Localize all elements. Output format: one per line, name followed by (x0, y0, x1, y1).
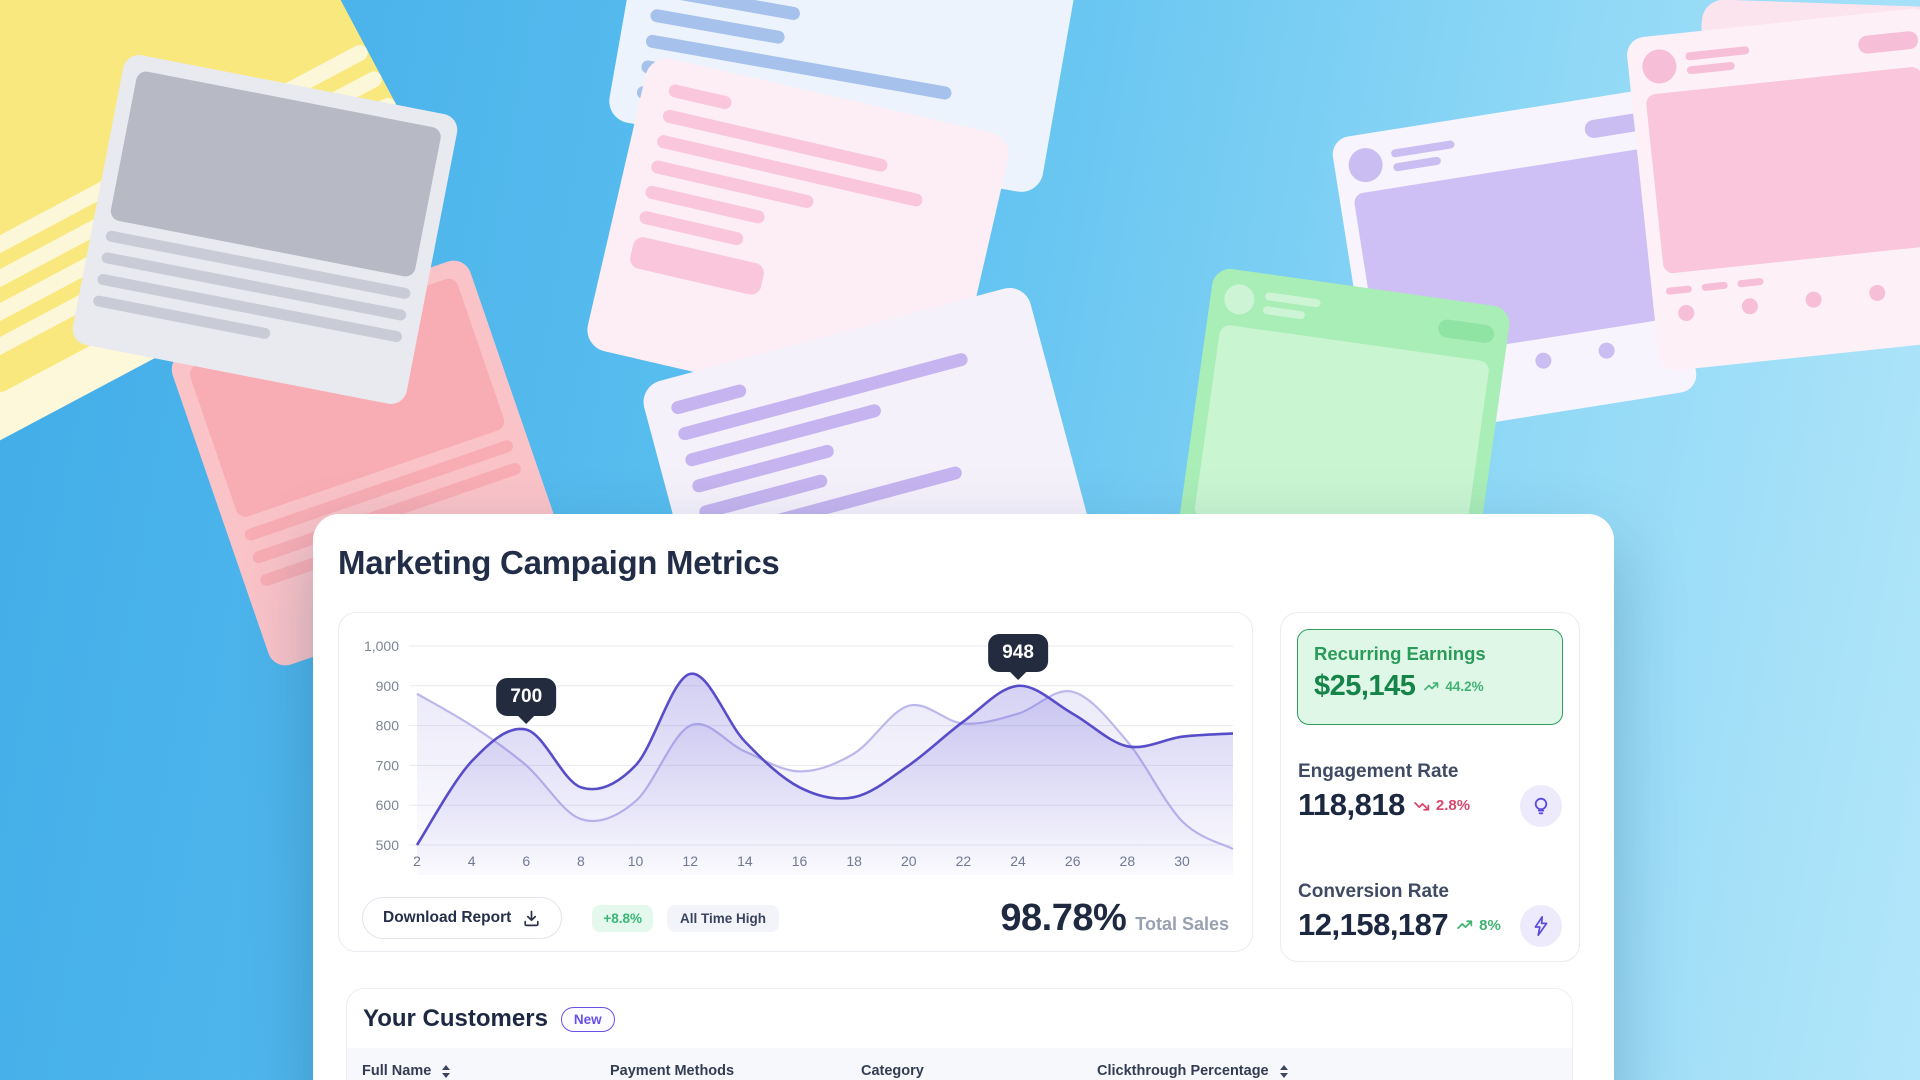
recurring-earnings-delta: 44.2% (1424, 679, 1484, 694)
conversion-rate-delta: 8% (1457, 917, 1501, 934)
column-header-clickthrough-percentage[interactable]: Clickthrough Percentage (1097, 1048, 1288, 1080)
column-header-payment-methods: Payment Methods (610, 1063, 735, 1079)
total-sales-label: Total Sales (1135, 913, 1229, 934)
engagement-rate-delta: 2.8% (1414, 797, 1470, 814)
y-axis-label: 600 (376, 797, 400, 813)
lightning-icon (1520, 905, 1562, 947)
conversion-rate-value: 12,158,187 (1298, 907, 1449, 942)
change-badge: +8.8% (592, 904, 653, 932)
y-axis-label: 800 (376, 718, 400, 734)
customers-table-header: Full Name Payment Methods Category Clickthr… (347, 1048, 1572, 1080)
engagement-rate-label: Engagement Rate (1298, 761, 1459, 782)
recurring-earnings-label: Recurring Earnings (1314, 643, 1486, 664)
stats-panel: Recurring Earnings $25,145 44.2% Engagem… (1280, 612, 1580, 962)
engagement-rate-value: 118,818 (1298, 787, 1405, 822)
recurring-earnings-value: $25,145 (1314, 670, 1416, 702)
page-title: Marketing Campaign Metrics (338, 544, 780, 581)
conversion-rate-label: Conversion Rate (1298, 881, 1449, 902)
chart-canvas: 1,00090080070060050024681012141618202224… (364, 638, 1234, 875)
chart-card: 1,00090080070060050024681012141618202224… (338, 612, 1253, 952)
chart-area-primary (417, 673, 1233, 875)
customers-card: Your Customers New Full Name Payment Meth… (346, 988, 1573, 1080)
trend-up-icon (1424, 681, 1439, 690)
y-axis-label: 700 (376, 757, 400, 773)
sort-icon[interactable] (1279, 1064, 1288, 1078)
customers-title: Your Customers (363, 1005, 548, 1032)
trend-up-icon (1457, 919, 1473, 929)
new-badge: New (560, 1006, 615, 1032)
all-time-high-note: All Time High (666, 904, 779, 932)
y-axis-label: 900 (376, 678, 400, 694)
download-report-label: Download Report (383, 909, 512, 926)
download-report-button[interactable]: Download Report (362, 897, 563, 939)
download-icon (524, 910, 539, 926)
trend-down-icon (1414, 801, 1430, 811)
y-axis-label: 500 (376, 837, 400, 853)
total-sales-value: 98.78% (1000, 896, 1127, 939)
total-sales-block: 98.78% Total Sales (1000, 897, 1229, 940)
decor-card-pink-social (1625, 6, 1920, 373)
chart-line-primary (415, 672, 1234, 846)
chart-footer: Download Report +8.8% All Time High 98.7… (362, 896, 1229, 940)
y-axis-label: 1,000 (364, 638, 399, 654)
recurring-earnings-box: Recurring Earnings $25,145 44.2% (1297, 629, 1563, 725)
sort-icon[interactable] (442, 1064, 451, 1078)
column-header-category: Category (861, 1063, 924, 1079)
lightbulb-icon (1520, 785, 1562, 827)
column-header-full-name[interactable]: Full Name (362, 1048, 451, 1080)
customers-header: Your Customers New (347, 989, 1572, 1033)
main-card: Marketing Campaign Metrics 1,000 900 800 70… (313, 514, 1614, 1080)
